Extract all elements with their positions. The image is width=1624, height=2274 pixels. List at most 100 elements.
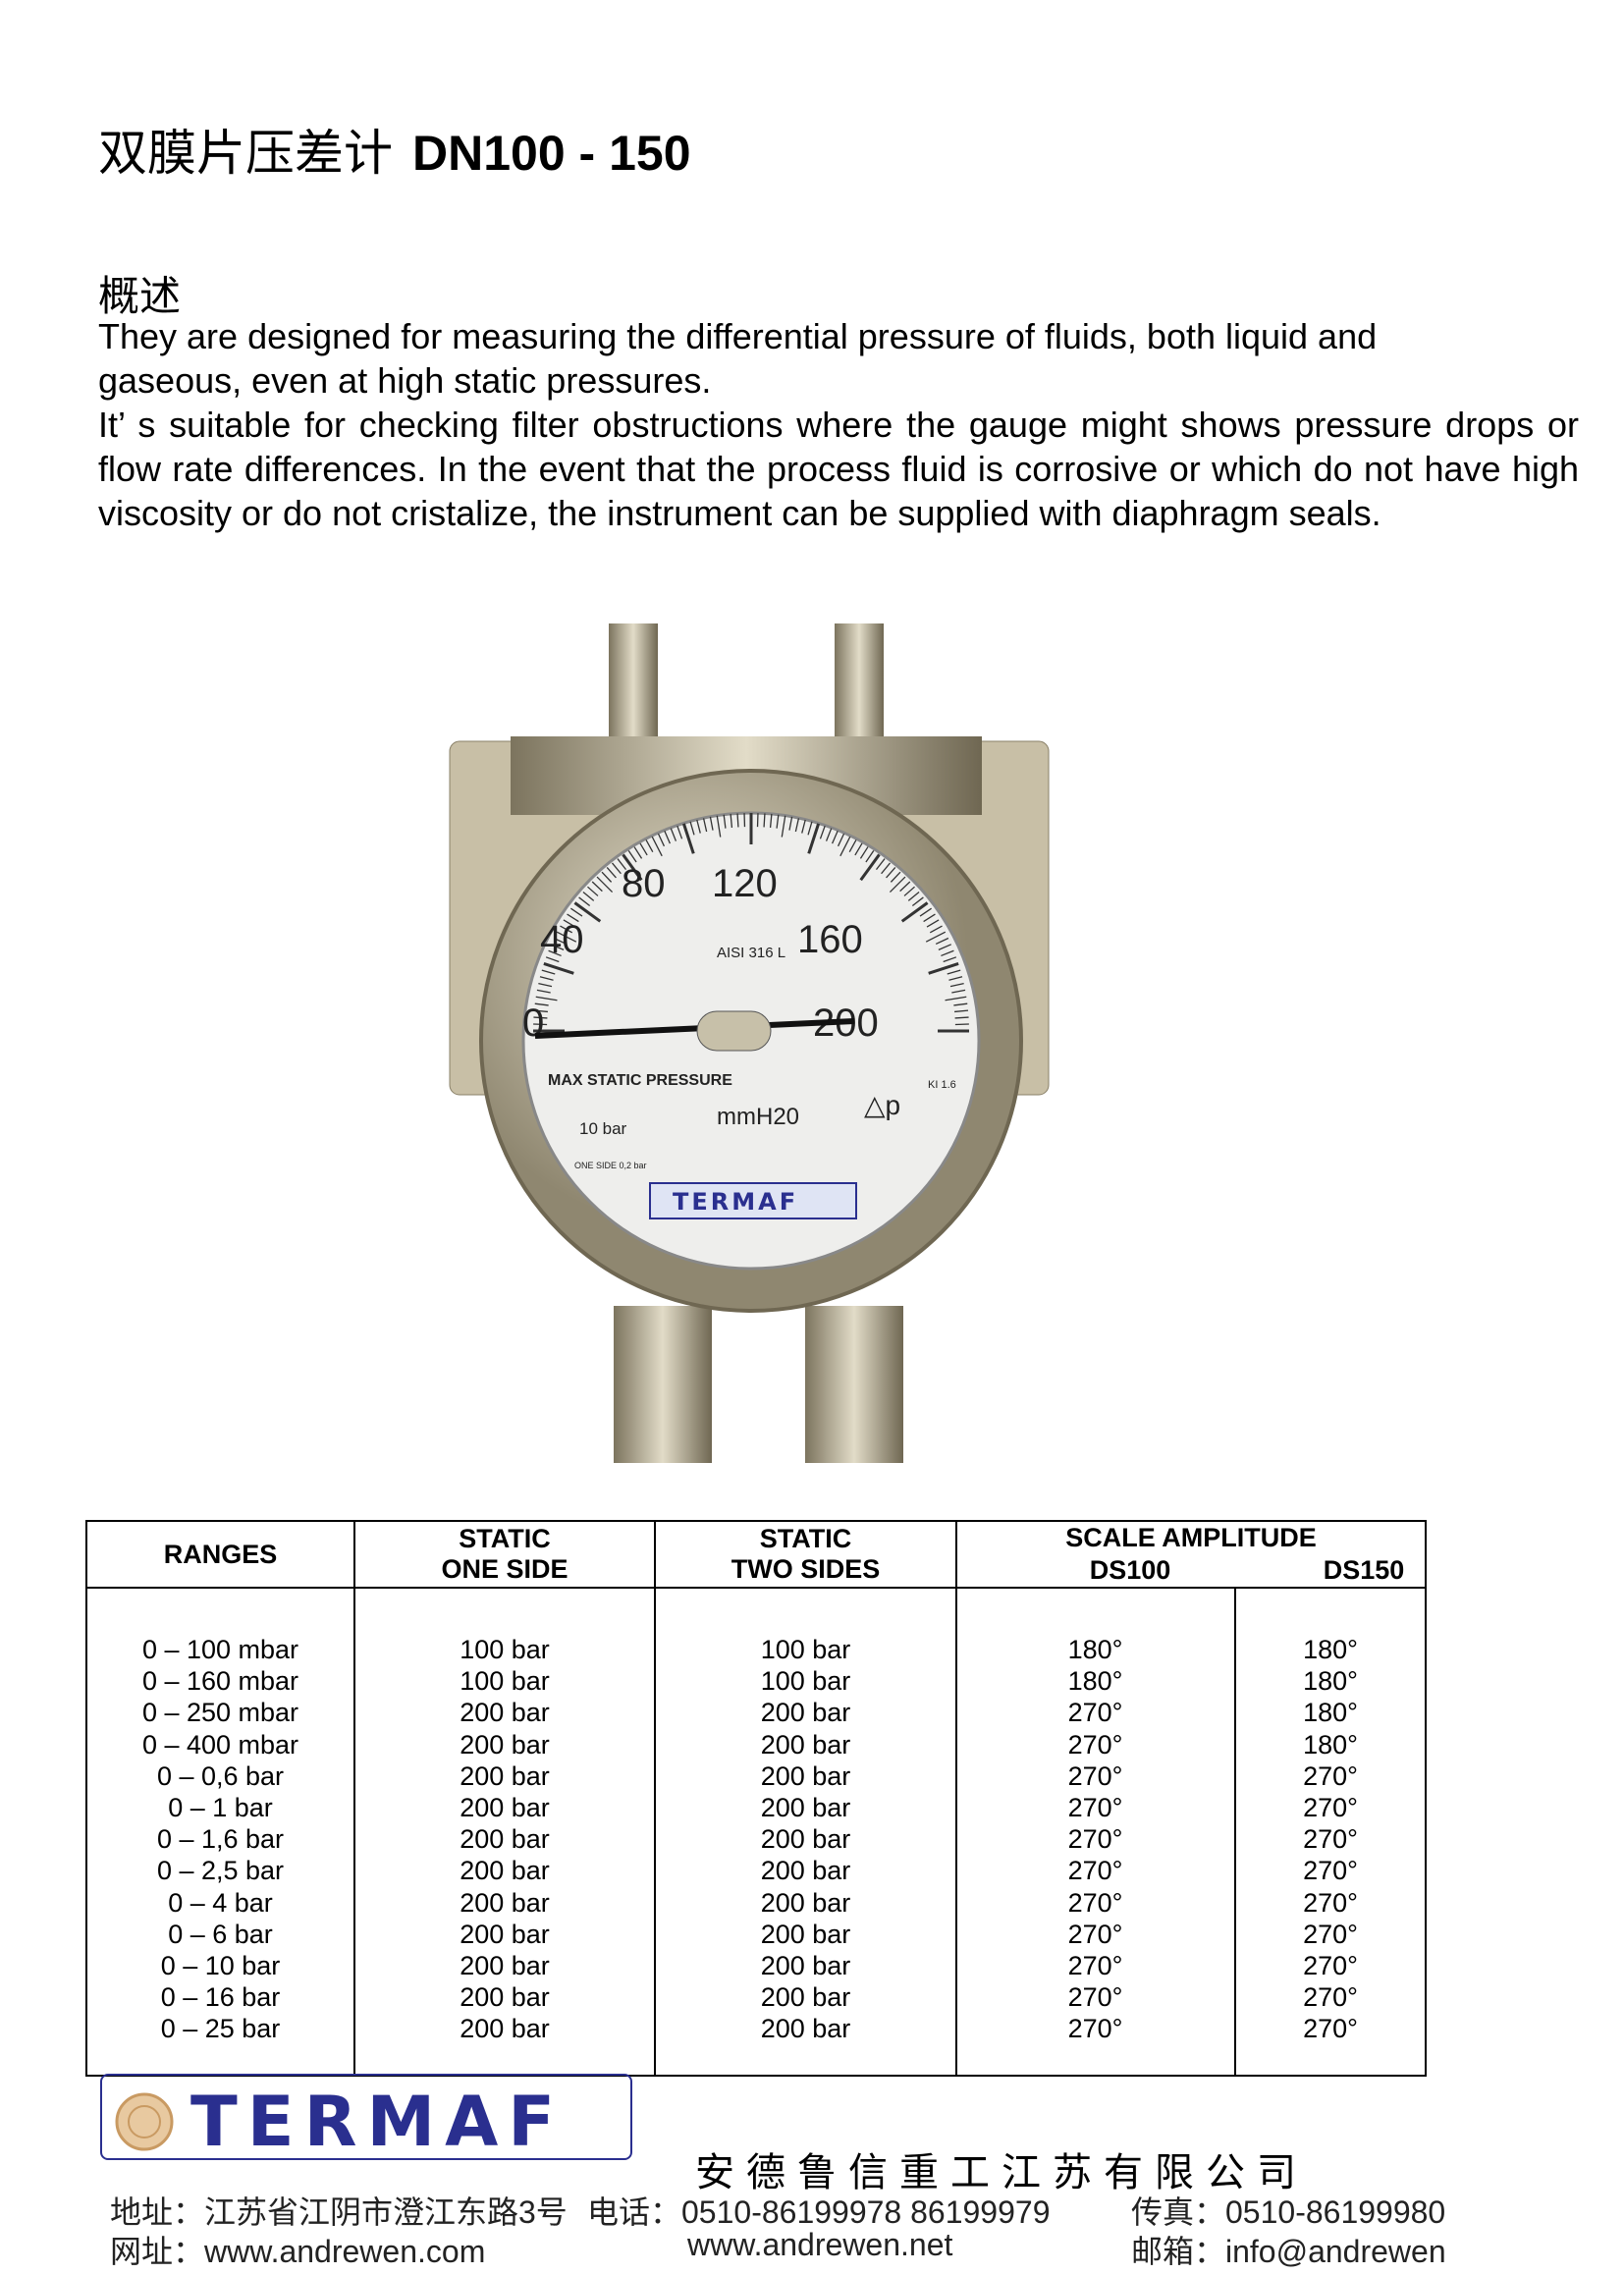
gauge-tick (801, 819, 806, 834)
gauge-tick (954, 1009, 969, 1013)
table-cell: 200 bar (460, 1887, 550, 1918)
gauge-tick (951, 989, 966, 994)
address: 地址：江苏省江阴市澄江东路3号 (110, 2194, 568, 2230)
table-cell: 270° (1067, 1982, 1123, 2013)
scale-label: 40 (540, 918, 584, 961)
gauge-tick (865, 850, 875, 863)
table-cell: 270° (1067, 1887, 1123, 1918)
gauge-tick (570, 907, 583, 917)
website-link[interactable]: 网址：www.andrewen.com (110, 2234, 486, 2269)
table-cell: 100 bar (760, 1666, 851, 1697)
two-sides-column: 100 bar 100 bar 200 bar 200 bar 200 bar 200 b… (654, 1588, 957, 2077)
table-cell: 270° (1067, 1824, 1123, 1855)
table-cell: 180° (1303, 1698, 1358, 1728)
gauge-tick (670, 828, 677, 841)
paragraph: They are designed for measuring the diff… (98, 316, 1378, 401)
gauge-material: AISI 316 L (717, 945, 785, 961)
table-cell: 0 – 0,6 bar (156, 1760, 285, 1791)
table-cell: 270° (1303, 1856, 1358, 1886)
table-cell: 200 bar (760, 2014, 851, 2044)
gauge-tick (854, 842, 863, 856)
title-model: DN100 - 150 (412, 126, 691, 181)
gauge-static-value: 10 bar (579, 1119, 627, 1138)
table-cell: 0 – 1 bar (168, 1793, 273, 1823)
gauge-tick (622, 853, 643, 882)
gauge-tick (938, 944, 951, 950)
gauge-tick (681, 823, 695, 854)
table-row: 0 – 100 mbar 0 – 160 mbar 0 – 250 mbar 0 – … (85, 1588, 1427, 2077)
specs-table: RANGES STATIC ONE SIDE STATIC TWO SIDES SC… (85, 1520, 1427, 2077)
gauge-tick (953, 1002, 968, 1006)
page-title: 双膜片压差计 DN100 - 150 (98, 114, 691, 185)
gauge-tick (943, 956, 957, 963)
table-cell: 0 – 100 mbar (141, 1635, 299, 1664)
ds150-column: 180° 180° 180° 180° 270° 270° 270° 270° 270° 270°… (1234, 1588, 1427, 2077)
header-ds100: DS100 (955, 1554, 1235, 1589)
gauge-photo: 0 40 80 120 160 200 AISI 316 L MAX STATI… (449, 623, 1050, 1463)
gauge-tick (945, 996, 967, 1002)
table-cell: 180° (1303, 1729, 1358, 1760)
table-cell: 200 bar (760, 1856, 851, 1886)
gauge-tick (617, 858, 627, 871)
table-cell: 200 bar (460, 1951, 550, 1981)
gauge-tick (664, 831, 671, 844)
company-name: 安德鲁信重工江苏有限公司 (695, 2151, 1308, 2194)
header-line: STATIC (759, 1524, 852, 1553)
table-cell: 270° (1303, 1793, 1358, 1823)
table-cell: 270° (1303, 2014, 1358, 2044)
gauge-tick (657, 833, 666, 847)
table-cell: 0 – 6 bar (168, 1919, 273, 1949)
gauge-tick (776, 814, 780, 829)
gauge-tick (890, 871, 901, 883)
table-cell: 180° (1303, 1635, 1358, 1664)
paragraph: It’ s suitable for checking filter obstr… (98, 405, 1579, 533)
gauge-tick (709, 816, 714, 831)
table-cell: 180° (1067, 1666, 1123, 1697)
gauge-tick (578, 896, 591, 907)
gauge-tick (819, 825, 826, 839)
gauge-tick (859, 853, 881, 882)
gauge-tick (567, 913, 579, 923)
table-cell: 200 bar (460, 1698, 550, 1728)
header-ds150: DS150 (1235, 1554, 1427, 1589)
table-cell: 180° (1067, 1635, 1123, 1664)
gauge-tick (948, 976, 963, 981)
gauge-tick (907, 891, 920, 901)
table-cell: 200 bar (760, 1729, 851, 1760)
table-cell: 180° (1303, 1666, 1358, 1697)
table-cell: 200 bar (760, 1760, 851, 1791)
table-cell: 200 bar (460, 1793, 550, 1823)
gauge-tick (534, 1002, 549, 1006)
table-cell: 200 bar (460, 2014, 550, 2044)
termaf-logo: TERMAF (100, 2074, 632, 2162)
table-cell: 0 – 2,5 bar (156, 1856, 285, 1886)
gauge-tick (582, 891, 595, 901)
gauge-tick (769, 813, 773, 828)
gauge-tick (560, 925, 573, 934)
table-cell: 100 bar (760, 1635, 851, 1664)
header-line: ONE SIDE (441, 1554, 568, 1584)
gauge-tick (788, 816, 793, 831)
table-cell: 200 bar (760, 1982, 851, 2013)
gauge-tick (606, 867, 617, 879)
gauge-tick (900, 901, 929, 923)
gauge-tick (837, 833, 845, 847)
gauge-tick (919, 907, 932, 917)
website-link[interactable]: www.andrewen.net (687, 2227, 953, 2262)
table-cell: 200 bar (460, 1856, 550, 1886)
gauge-tick (911, 896, 924, 907)
header-line: STATIC (459, 1524, 551, 1553)
gauge-tick (763, 813, 766, 828)
table-cell: 0 – 4 bar (168, 1887, 273, 1918)
gauge-tick (875, 858, 886, 871)
email[interactable]: 邮箱：info@andrewen (1131, 2234, 1446, 2269)
gauge-brand-logo: TERMAF (673, 1188, 798, 1216)
gauge-tick (794, 818, 800, 833)
gauge-tick (899, 881, 911, 893)
one-side-column: 100 bar 100 bar 200 bar 200 bar 200 bar 200 b… (353, 1588, 656, 2077)
table-cell: 270° (1067, 1951, 1123, 1981)
table-cell: 0 – 1,6 bar (156, 1824, 285, 1855)
ranges-column: 0 – 100 mbar 0 – 160 mbar 0 – 250 mbar 0 – … (85, 1588, 355, 2077)
gauge-tick (553, 937, 568, 946)
